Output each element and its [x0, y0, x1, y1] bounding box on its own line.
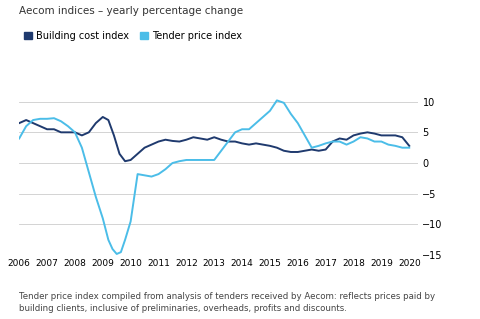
Text: Aecom indices – yearly percentage change: Aecom indices – yearly percentage change — [19, 6, 243, 16]
Text: Tender price index compiled from analysis of tenders received by Aecom: reflects: Tender price index compiled from analysi… — [19, 292, 435, 313]
Legend: Building cost index, Tender price index: Building cost index, Tender price index — [24, 31, 242, 41]
